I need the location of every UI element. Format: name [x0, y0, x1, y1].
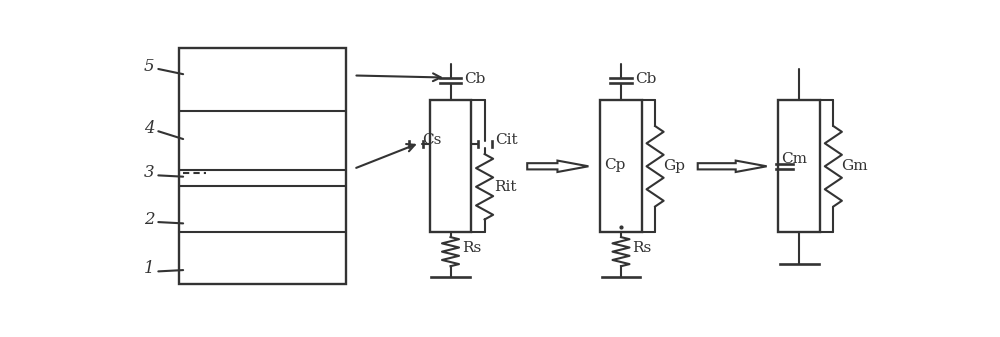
Text: Cb: Cb: [464, 72, 486, 86]
Text: Cit: Cit: [495, 132, 517, 147]
Text: 1: 1: [144, 260, 154, 277]
Text: Cm: Cm: [781, 152, 807, 166]
Polygon shape: [698, 161, 767, 172]
Text: Gm: Gm: [841, 159, 868, 173]
Bar: [179, 48, 346, 284]
Text: 2: 2: [144, 211, 154, 228]
Text: 3: 3: [144, 164, 154, 181]
Text: Cs: Cs: [422, 132, 441, 147]
Text: Gp: Gp: [663, 159, 685, 173]
Text: 4: 4: [144, 120, 154, 137]
Bar: [430, 100, 471, 233]
Text: 5: 5: [144, 58, 154, 75]
Bar: [778, 100, 820, 233]
Polygon shape: [527, 161, 588, 172]
Text: Rs: Rs: [462, 241, 481, 255]
Text: Cb: Cb: [635, 72, 656, 86]
Bar: [600, 100, 642, 233]
Text: Rs: Rs: [633, 241, 652, 255]
Text: Rit: Rit: [494, 180, 516, 194]
Text: Cp: Cp: [604, 158, 625, 172]
